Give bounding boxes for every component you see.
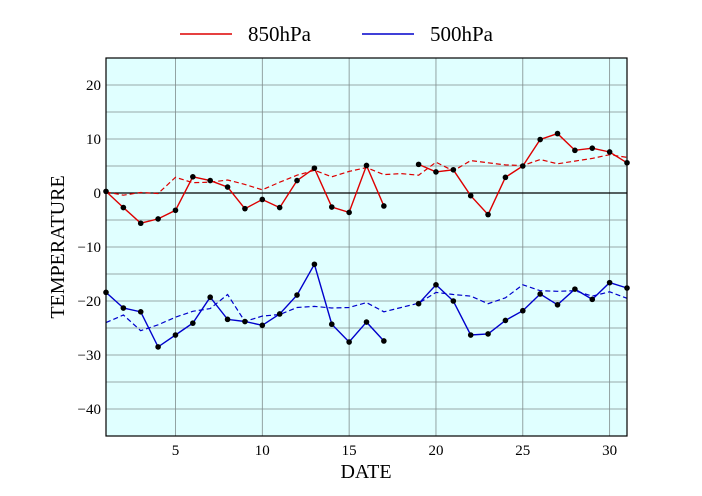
- data-point-500hpa: [137, 309, 144, 315]
- data-point-850hpa: [172, 207, 179, 214]
- data-point-850hpa: [311, 165, 318, 171]
- x-tick-label: 30: [602, 443, 617, 459]
- series-normal-line-500hpa: [105, 284, 628, 332]
- data-point-850hpa: [572, 147, 578, 154]
- data-point-500hpa: [346, 339, 352, 345]
- data-point-500hpa: [242, 318, 248, 325]
- data-point-850hpa: [155, 216, 161, 222]
- data-point-500hpa: [450, 298, 457, 304]
- plot-frame: [105, 57, 628, 437]
- data-point-850hpa: [259, 196, 266, 203]
- data-point-500hpa: [467, 332, 474, 338]
- data-point-850hpa: [467, 192, 474, 199]
- data-point-500hpa: [606, 279, 613, 286]
- x-tick-label: 5: [172, 443, 180, 459]
- data-point-500hpa: [363, 319, 370, 325]
- data-point-500hpa: [224, 316, 231, 323]
- data-point-500hpa: [433, 282, 439, 288]
- data-point-850hpa: [276, 204, 283, 211]
- legend: 850hPa 500hPa: [180, 22, 494, 46]
- data-point-850hpa: [294, 177, 300, 184]
- x-tick-label: 20: [428, 443, 443, 459]
- y-tick-label: −30: [78, 348, 101, 364]
- data-point-850hpa: [242, 205, 248, 212]
- data-point-500hpa: [520, 307, 526, 314]
- data-point-850hpa: [554, 130, 561, 137]
- legend-label-500hpa: 500hPa: [430, 22, 494, 46]
- data-point-850hpa: [207, 177, 213, 184]
- data-point-850hpa: [415, 161, 422, 168]
- data-point-500hpa: [537, 291, 543, 297]
- data-point-850hpa: [120, 204, 127, 211]
- data-point-500hpa: [276, 311, 283, 317]
- x-tick-label: 25: [515, 443, 530, 459]
- data-point-500hpa: [381, 338, 387, 344]
- data-point-850hpa: [433, 169, 439, 175]
- y-tick-label: 10: [86, 132, 101, 148]
- data-point-500hpa: [589, 296, 596, 303]
- data-point-500hpa: [120, 305, 127, 311]
- data-point-500hpa: [294, 292, 300, 298]
- data-point-850hpa: [346, 209, 352, 216]
- data-point-500hpa: [502, 317, 509, 324]
- data-point-500hpa: [328, 321, 335, 328]
- data-point-850hpa: [328, 204, 335, 210]
- data-point-850hpa: [137, 220, 144, 227]
- y-tick-label: −40: [78, 402, 101, 418]
- x-tick-label: 10: [255, 443, 270, 459]
- data-point-500hpa: [155, 344, 161, 350]
- data-point-500hpa: [207, 294, 213, 301]
- legend-label-850hpa: 850hPa: [248, 22, 312, 46]
- data-point-500hpa: [311, 261, 318, 268]
- data-point-850hpa: [363, 162, 370, 169]
- y-axis-label: TEMPERATURE: [47, 175, 69, 318]
- y-tick-labels: −40 −30 −20 −10 0 10 20: [78, 78, 101, 418]
- data-point-850hpa: [485, 211, 491, 218]
- data-point-850hpa: [450, 166, 457, 173]
- grid-lines: [106, 57, 627, 437]
- data-point-850hpa: [224, 184, 231, 190]
- data-point-500hpa: [259, 322, 266, 329]
- y-tick-label: −10: [78, 240, 101, 256]
- data-point-500hpa: [415, 300, 422, 307]
- data-point-850hpa: [502, 174, 509, 181]
- x-tick-labels: 5 10 15 20 25 30: [172, 443, 617, 459]
- data-point-850hpa: [589, 145, 596, 151]
- data-point-850hpa: [520, 163, 526, 169]
- data-point-500hpa: [190, 320, 196, 326]
- data-point-850hpa: [381, 203, 387, 209]
- series-points: [103, 130, 630, 350]
- data-point-500hpa: [172, 332, 179, 338]
- data-point-500hpa: [572, 286, 578, 292]
- y-tick-label: −20: [78, 294, 101, 310]
- y-tick-label: 0: [94, 186, 102, 202]
- data-point-500hpa: [554, 301, 561, 308]
- x-tick-label: 15: [342, 443, 357, 459]
- x-axis-label: DATE: [340, 461, 391, 483]
- data-point-850hpa: [190, 174, 196, 180]
- data-point-850hpa: [537, 136, 543, 143]
- y-tick-label: 20: [86, 78, 101, 94]
- data-point-850hpa: [606, 149, 613, 155]
- data-point-500hpa: [485, 331, 491, 337]
